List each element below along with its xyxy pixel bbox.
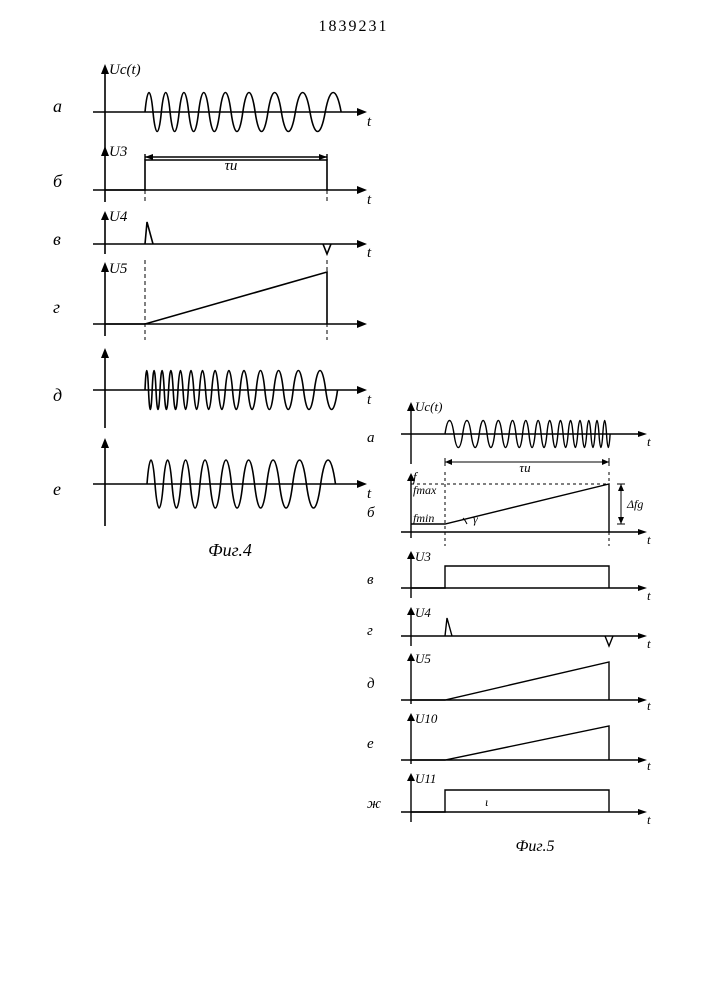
svg-text:t: t — [367, 192, 372, 208]
row-label: а — [367, 430, 375, 447]
fig5-row-c: в U3 t — [385, 550, 685, 606]
svg-text:U5: U5 — [109, 261, 128, 277]
page-number: 1839231 — [319, 18, 389, 36]
svg-text:U3: U3 — [109, 144, 127, 160]
svg-text:t: t — [647, 532, 651, 547]
row-label: г — [53, 297, 60, 318]
svg-text:t: t — [647, 812, 651, 827]
row-label: а — [53, 96, 62, 117]
row-label: в — [53, 229, 61, 250]
fig4-row-c: в U4 t — [75, 210, 385, 260]
fig5-row-f: е U10 t — [385, 712, 685, 772]
svg-text:U3: U3 — [415, 550, 431, 564]
svg-text:τи: τи — [519, 460, 531, 472]
svg-text:t: t — [367, 486, 372, 502]
fig5-row-g: ж U11 t ι — [385, 772, 685, 832]
fig4-row-b: б U3 t — [75, 144, 385, 210]
svg-text:t: t — [647, 698, 651, 712]
svg-text:t: t — [367, 245, 372, 260]
svg-text:t: t — [367, 392, 372, 408]
fig5-caption: Фиг.5 — [385, 838, 685, 856]
row-label: ж — [367, 796, 381, 813]
figure-5: а Uc(t) t τи б f t — [385, 400, 685, 856]
svg-text:Uc(t): Uc(t) — [415, 400, 442, 414]
row-label: д — [367, 676, 375, 693]
fig5-row-b: б f t fmax fmin γ Δfg — [385, 472, 685, 550]
svg-text:fmax: fmax — [413, 483, 437, 497]
svg-text:t: t — [647, 434, 651, 449]
svg-text:U11: U11 — [415, 772, 436, 786]
row-label: е — [367, 736, 374, 753]
svg-text:t: t — [647, 636, 651, 651]
fig5-row-e: д U5 t — [385, 652, 685, 712]
svg-text:t: t — [647, 588, 651, 603]
row-label: е — [53, 479, 61, 500]
svg-text:U10: U10 — [415, 712, 438, 726]
fig4-row-d: г U5 — [75, 260, 385, 346]
fig4-row-e: д t — [75, 346, 385, 436]
svg-text:U5: U5 — [415, 652, 431, 666]
svg-text:Δfg: Δfg — [626, 497, 643, 511]
row-label: б — [53, 171, 62, 192]
fig5-row-d: г U4 t — [385, 606, 685, 652]
svg-text:Uc(t): Uc(t) — [109, 62, 141, 78]
svg-text:t: t — [367, 114, 372, 130]
svg-text:U4: U4 — [415, 606, 431, 620]
row-label: б — [367, 505, 375, 522]
fig4-row-f: е t — [75, 436, 385, 534]
svg-text:t: t — [647, 758, 651, 772]
row-label: г — [367, 623, 373, 640]
svg-text:fmin: fmin — [413, 511, 434, 525]
svg-text:γ: γ — [473, 512, 478, 526]
fig5-row-a: а Uc(t) t τи — [385, 400, 685, 472]
svg-text:ι: ι — [485, 795, 488, 809]
row-label: в — [367, 572, 374, 589]
figure-4: а Uc(t) t τи б U3 t — [75, 60, 385, 561]
svg-text:U4: U4 — [109, 210, 128, 225]
fig4-row-a: а Uc(t) t τи — [75, 60, 385, 144]
row-label: д — [53, 385, 62, 406]
fig4-caption: Фиг.4 — [75, 540, 385, 561]
